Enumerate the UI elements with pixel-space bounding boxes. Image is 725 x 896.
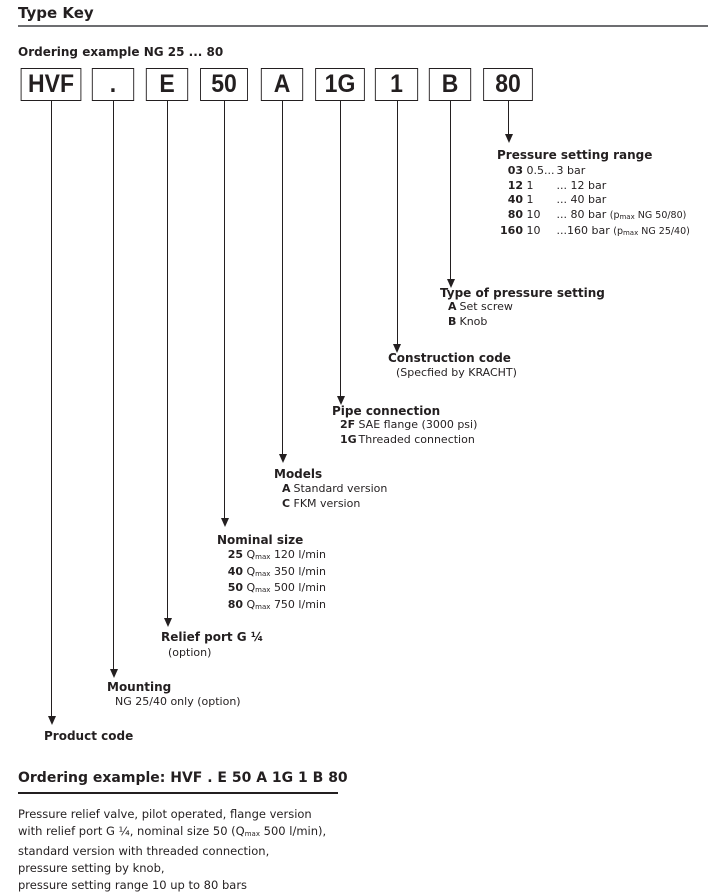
code-box: HVF	[20, 68, 82, 101]
code-box: .	[91, 68, 135, 101]
list-item: 03 0.5... 3 bar	[507, 164, 586, 177]
arrow-down-icon	[47, 716, 56, 725]
arrow-down-icon	[446, 279, 455, 288]
mounting-label: Mounting	[107, 680, 172, 694]
desc-line: Pressure relief valve, pilot operated, f…	[18, 807, 312, 821]
connector-line	[450, 101, 452, 279]
ordering-heading: Ordering example NG 25 ... 80	[18, 45, 224, 59]
title-rule	[18, 25, 708, 27]
page-title: Type Key	[18, 4, 94, 22]
connector-line	[340, 101, 342, 396]
example-heading: Ordering example: HVF . E 50 A 1G 1 B 80	[18, 770, 348, 786]
code-box: 1G	[315, 68, 365, 101]
relief-text: (option)	[168, 646, 212, 659]
connector-line	[113, 101, 115, 669]
connector-line	[224, 101, 226, 518]
list-item: 40 Qmax 350 l/min	[227, 564, 326, 578]
connector-line	[396, 101, 398, 344]
desc-line: pressure setting by knob,	[18, 861, 165, 875]
list-item: A Standard version	[282, 482, 388, 495]
arrow-down-icon	[109, 669, 118, 678]
models-label: Models	[274, 467, 323, 481]
code-box: 80	[483, 68, 533, 101]
code-box: B	[428, 68, 472, 101]
code-box: A	[260, 68, 304, 101]
arrow-down-icon	[163, 618, 172, 627]
list-item: C FKM version	[282, 496, 361, 510]
list-item: B Knob	[448, 314, 488, 328]
list-item: 80 Qmax 750 l/min	[227, 597, 326, 611]
pressure-type-label: Type of pressure setting	[440, 286, 605, 300]
connector-line	[167, 101, 169, 618]
desc-line: standard version with threaded connectio…	[18, 844, 270, 858]
desc-line: with relief port G ¼, nominal size 50 (Q…	[18, 824, 327, 838]
pipe-label: Pipe connection	[332, 404, 441, 418]
list-item: 160 10 ...160 bar (pmax NG 25/40)	[500, 224, 690, 237]
arrow-down-icon	[278, 454, 287, 463]
list-item: 50 Qmax 500 l/min	[227, 581, 326, 594]
arrow-down-icon	[336, 396, 345, 405]
list-item: 12 1... 12 bar	[507, 178, 607, 192]
list-item: 40 1... 40 bar	[507, 193, 607, 206]
list-item: 1G Threaded connection	[340, 432, 475, 446]
construction-label: Construction code	[388, 351, 511, 365]
relief-label: Relief port G ¼	[161, 630, 264, 644]
arrow-down-icon	[393, 344, 402, 353]
list-item: 2F SAE flange (3000 psi)	[340, 418, 478, 431]
connector-line	[508, 101, 510, 134]
list-item: 80 10... 80 bar (pmax NG 50/80)	[507, 207, 687, 221]
nominal-label: Nominal size	[217, 533, 304, 547]
connector-line	[51, 101, 53, 716]
arrow-down-icon	[220, 518, 229, 527]
desc-line: pressure setting range 10 up to 80 bars	[18, 878, 248, 892]
code-box: E	[145, 68, 189, 101]
product-label: Product code	[44, 729, 134, 743]
code-box: 50	[200, 68, 248, 101]
connector-line	[282, 101, 284, 454]
list-item: A Set screw	[448, 300, 513, 313]
example-rule	[18, 792, 338, 794]
mounting-text: NG 25/40 only (option)	[115, 695, 241, 708]
pressure-range-label: Pressure setting range	[497, 148, 653, 162]
arrow-down-icon	[504, 134, 513, 143]
pressure-range-list: 03 0.5... 3 bar 12 1... 12 bar 40 1... 40 b…	[497, 164, 690, 241]
example-description: Pressure relief valve, pilot operated, f…	[18, 806, 326, 894]
list-item: 25 Qmax 120 l/min	[227, 548, 326, 561]
construction-text: (Specfied by KRACHT)	[396, 366, 517, 379]
code-box: 1	[374, 68, 419, 101]
